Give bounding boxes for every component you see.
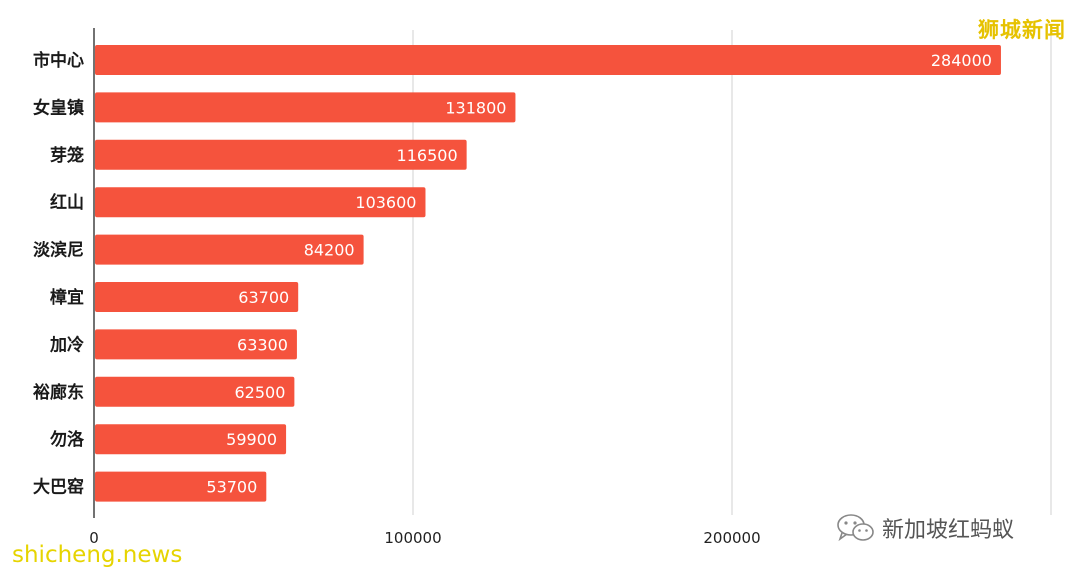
category-label: 红山 bbox=[50, 192, 84, 213]
wechat-icon bbox=[837, 514, 874, 542]
value-label: 62500 bbox=[234, 383, 285, 402]
watermark-bottom-right: 新加坡红蚂蚁 bbox=[836, 512, 1014, 544]
bar bbox=[95, 282, 299, 312]
bar bbox=[95, 424, 287, 455]
bar bbox=[95, 234, 364, 265]
value-label: 284000 bbox=[931, 51, 992, 70]
bar bbox=[95, 92, 516, 123]
bar bbox=[95, 45, 1001, 75]
category-label: 大巴窑 bbox=[33, 477, 84, 498]
value-label: 63300 bbox=[237, 335, 288, 354]
category-label: 市中心 bbox=[33, 50, 84, 71]
bars bbox=[95, 45, 1001, 502]
category-label: 芽笼 bbox=[50, 145, 84, 166]
category-label: 樟宜 bbox=[50, 287, 84, 308]
x-tick-label: 200000 bbox=[703, 529, 760, 547]
bar bbox=[95, 139, 467, 170]
value-label: 59900 bbox=[226, 430, 277, 449]
category-label: 裕廊东 bbox=[33, 382, 84, 403]
category-label: 加冷 bbox=[49, 334, 84, 355]
value-label: 63700 bbox=[238, 288, 289, 307]
category-label: 女皇镇 bbox=[33, 97, 84, 118]
watermark-bottom-left: shicheng.news bbox=[12, 542, 183, 568]
x-axis-ticks: 0 100000 200000 bbox=[89, 529, 760, 547]
value-labels: 284000 131800 116500 103600 84200 63700 63300 6… bbox=[206, 51, 992, 497]
watermark-bottom-right-text: 新加坡红蚂蚁 bbox=[882, 518, 1015, 543]
bar bbox=[95, 376, 295, 407]
value-label: 131800 bbox=[445, 98, 506, 117]
value-label: 84200 bbox=[304, 241, 355, 260]
category-label: 勿洛 bbox=[49, 429, 85, 450]
x-tick-label: 0 bbox=[89, 529, 99, 547]
value-label: 116500 bbox=[397, 146, 458, 165]
bar bbox=[95, 329, 297, 360]
category-label: 淡滨尼 bbox=[33, 240, 84, 261]
x-tick-label: 100000 bbox=[384, 529, 441, 547]
bar bbox=[95, 471, 267, 502]
watermark-top-right: 狮城新闻 bbox=[978, 18, 1066, 42]
value-label: 53700 bbox=[206, 478, 257, 497]
bar bbox=[95, 187, 426, 218]
value-label: 103600 bbox=[355, 193, 416, 212]
